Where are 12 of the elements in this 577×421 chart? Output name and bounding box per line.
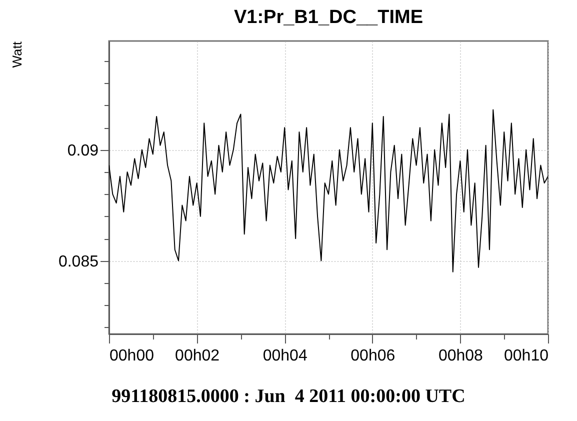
chart-title: V1:Pr_B1_DC__TIME (234, 7, 424, 28)
x-tick-label: 00h00 (110, 348, 154, 364)
y-tick-label: 0.085 (58, 253, 99, 270)
line-series (109, 109, 548, 272)
x-tick-label: 00h06 (350, 348, 396, 364)
y-axis-title: Watt (9, 41, 24, 68)
y-tick-label: 0.09 (67, 142, 99, 160)
x-tick-label: 00h08 (438, 348, 484, 364)
text: 991180815.0000 : Jun 4 2011 00:00:00 UTC (110, 386, 466, 408)
x-tick-label: 00h04 (262, 348, 308, 364)
x-tick-label: 00h10 (504, 348, 549, 364)
x-tick-label: 00h02 (175, 348, 220, 364)
